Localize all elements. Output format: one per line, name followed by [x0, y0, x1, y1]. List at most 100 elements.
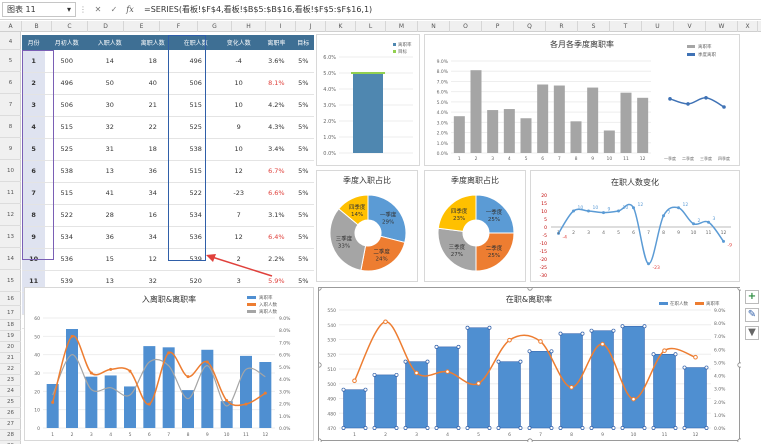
table-cell[interactable]: 5%: [292, 116, 314, 139]
table-cell[interactable]: 525: [45, 138, 89, 161]
table-cell[interactable]: 10: [217, 94, 261, 117]
column-header-f[interactable]: F: [160, 21, 198, 32]
column-header-e[interactable]: E: [124, 21, 160, 32]
name-box[interactable]: 图表 11 ▾: [2, 2, 76, 17]
row-header-9[interactable]: 9: [0, 138, 21, 160]
table-cell[interactable]: 41: [88, 182, 132, 205]
row-header-8[interactable]: 8: [0, 116, 21, 138]
table-cell[interactable]: 496: [45, 72, 89, 95]
column-header-a[interactable]: A: [0, 21, 22, 32]
table-cell[interactable]: 10: [217, 138, 261, 161]
table-cell[interactable]: 10: [217, 72, 261, 95]
table-cell[interactable]: 3: [22, 94, 46, 117]
table-cell[interactable]: 16: [131, 204, 175, 227]
column-header-u[interactable]: U: [642, 21, 674, 32]
column-header-t[interactable]: T: [610, 21, 642, 32]
table-cell[interactable]: -4: [217, 50, 261, 73]
row-header-22[interactable]: 22: [0, 364, 21, 375]
table-cell[interactable]: 36: [88, 226, 132, 249]
table-cell[interactable]: 5%: [292, 94, 314, 117]
chart-filter-button[interactable]: ▼: [745, 326, 759, 340]
table-cell[interactable]: 8.1%: [260, 72, 293, 95]
column-header-n[interactable]: N: [418, 21, 450, 32]
table-cell[interactable]: 14: [88, 50, 132, 73]
rate-gauge-chart[interactable]: 0.0% 1.0% 2.0% 3.0% 4.0% 5.0% 6.0% 离职率 目标: [316, 34, 420, 166]
column-header-x[interactable]: X: [738, 21, 758, 32]
table-cell[interactable]: 522: [174, 182, 218, 205]
column-header-w[interactable]: W: [706, 21, 738, 32]
table-cell[interactable]: 4.3%: [260, 116, 293, 139]
column-header-v[interactable]: V: [674, 21, 706, 32]
column-header-b[interactable]: B: [22, 21, 52, 32]
add-chart-element-button[interactable]: +: [745, 290, 759, 304]
column-header-r[interactable]: R: [546, 21, 578, 32]
chevron-down-icon[interactable]: ▾: [66, 5, 71, 14]
table-cell[interactable]: 3.1%: [260, 204, 293, 227]
table-cell[interactable]: 5%: [292, 138, 314, 161]
row-header-27[interactable]: 27: [0, 419, 21, 430]
column-header-g[interactable]: G: [198, 21, 232, 32]
monthly-rate-chart[interactable]: 各月各季度离职率 0.0% 1.0% 2.0% 3.0% 4.0% 5.0% 6.0% 7.0…: [424, 34, 740, 166]
column-header-s[interactable]: S: [578, 21, 610, 32]
table-cell[interactable]: 12: [217, 226, 261, 249]
hire-leave-chart[interactable]: 入离职&离职率 0 10 20 30 40 50 60 0.0% 1.0% 2.0% 3.0% 4.0…: [24, 287, 314, 441]
table-cell[interactable]: 4: [22, 116, 46, 139]
column-header-q[interactable]: Q: [514, 21, 546, 32]
chart-style-button[interactable]: ✎: [745, 308, 759, 322]
row-header-4[interactable]: 4: [0, 35, 21, 50]
insert-function-icon[interactable]: fx: [126, 5, 134, 14]
hire-pie-chart[interactable]: 季度入职占比 一季度 29% 二季度 24% 三季度 33% 四季度 14%: [316, 170, 418, 282]
row-header-18[interactable]: 18: [0, 320, 21, 331]
table-cell[interactable]: 5%: [292, 248, 314, 271]
column-header-m[interactable]: M: [386, 21, 418, 32]
row-header-17[interactable]: 17: [0, 306, 21, 320]
table-header-cell[interactable]: 离职率: [260, 35, 293, 50]
table-cell[interactable]: 506: [174, 72, 218, 95]
row-header-11[interactable]: 11: [0, 182, 21, 204]
table-cell[interactable]: 36: [131, 160, 175, 183]
column-header-i[interactable]: I: [266, 21, 296, 32]
row-header-15[interactable]: 15: [0, 270, 21, 292]
table-cell[interactable]: 500: [45, 50, 89, 73]
table-cell[interactable]: 496: [174, 50, 218, 73]
table-cell[interactable]: 21: [131, 94, 175, 117]
table-cell[interactable]: 8: [22, 204, 46, 227]
row-header-23[interactable]: 23: [0, 375, 21, 386]
table-cell[interactable]: 522: [45, 204, 89, 227]
table-cell[interactable]: 515: [174, 94, 218, 117]
row-header-19[interactable]: 19: [0, 331, 21, 342]
table-header-cell[interactable]: 月份: [22, 35, 46, 50]
row-header-12[interactable]: 12: [0, 204, 21, 226]
table-header-cell[interactable]: 月初人数: [45, 35, 89, 50]
table-header-cell[interactable]: 入职人数: [88, 35, 132, 50]
column-header-p[interactable]: P: [482, 21, 514, 32]
table-cell[interactable]: 28: [88, 204, 132, 227]
table-cell[interactable]: 538: [45, 160, 89, 183]
row-header-6[interactable]: 6: [0, 72, 21, 94]
row-header-10[interactable]: 10: [0, 160, 21, 182]
table-cell[interactable]: 12: [131, 248, 175, 271]
table-cell[interactable]: 15: [88, 248, 132, 271]
table-cell[interactable]: 30: [88, 94, 132, 117]
table-header-cell[interactable]: 变化人数: [217, 35, 261, 50]
table-cell[interactable]: 515: [174, 160, 218, 183]
table-cell[interactable]: 1: [22, 50, 46, 73]
table-cell[interactable]: 538: [174, 138, 218, 161]
table-cell[interactable]: 6.6%: [260, 182, 293, 205]
row-header-28[interactable]: 28: [0, 430, 21, 441]
column-header-h[interactable]: H: [232, 21, 266, 32]
table-cell[interactable]: 6: [22, 160, 46, 183]
table-cell[interactable]: 18: [131, 138, 175, 161]
table-cell[interactable]: 515: [45, 116, 89, 139]
table-cell[interactable]: 7: [22, 182, 46, 205]
column-header-o[interactable]: O: [450, 21, 482, 32]
row-header-25[interactable]: 25: [0, 397, 21, 408]
column-header-d[interactable]: D: [88, 21, 124, 32]
table-cell[interactable]: 6.4%: [260, 226, 293, 249]
table-cell[interactable]: 11: [22, 270, 46, 293]
table-cell[interactable]: 9: [22, 226, 46, 249]
row-header-20[interactable]: 20: [0, 342, 21, 353]
table-cell[interactable]: 9: [217, 116, 261, 139]
column-header-c[interactable]: C: [52, 21, 88, 32]
table-cell[interactable]: 506: [45, 94, 89, 117]
